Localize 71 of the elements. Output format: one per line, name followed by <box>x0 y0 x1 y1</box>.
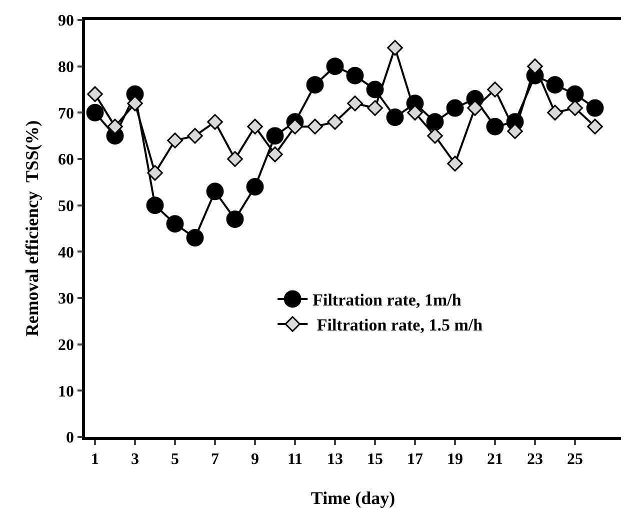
x-tick-label: 19 <box>447 450 463 468</box>
point <box>587 118 603 134</box>
x-tick-label: 1 <box>91 450 99 468</box>
x-tick-label: 17 <box>407 450 423 468</box>
point <box>127 96 143 112</box>
y-tick-label: 20 <box>58 336 74 354</box>
point <box>246 178 264 196</box>
point <box>87 86 103 102</box>
point <box>326 58 344 76</box>
point <box>446 99 464 117</box>
legend-label: Filtration rate, 1m/h <box>312 290 462 310</box>
x-tick-label: 23 <box>527 450 543 468</box>
point <box>567 100 583 116</box>
point <box>346 66 364 84</box>
x-tick-label: 9 <box>251 450 259 468</box>
point <box>426 113 444 131</box>
y-tick-label: 0 <box>66 430 74 447</box>
x-tick-label: 15 <box>367 450 383 468</box>
point <box>266 127 284 145</box>
point <box>187 128 203 144</box>
point <box>207 114 223 130</box>
x-tick-label: 3 <box>131 450 139 468</box>
point <box>186 229 204 247</box>
x-tick-label: 13 <box>327 450 343 468</box>
point <box>166 215 184 233</box>
x-tick-label: 7 <box>211 450 219 468</box>
point <box>547 104 563 121</box>
point <box>566 85 584 103</box>
point <box>327 114 343 130</box>
point <box>447 156 463 172</box>
point <box>147 165 163 181</box>
point <box>586 99 604 117</box>
y-tick-label: 50 <box>58 198 74 215</box>
point <box>86 104 104 122</box>
point <box>227 151 243 167</box>
y-tick-label: 80 <box>58 58 74 76</box>
point <box>387 40 403 56</box>
point <box>546 76 564 94</box>
point <box>386 108 404 126</box>
point <box>507 123 523 140</box>
point <box>486 118 504 136</box>
point <box>287 118 303 134</box>
point <box>107 118 123 134</box>
point <box>206 182 224 200</box>
x-tick-label: 5 <box>171 450 179 468</box>
y-tick-label: 70 <box>58 105 74 122</box>
y-tick-label: 90 <box>58 12 74 30</box>
y-tick-label: 40 <box>58 244 74 262</box>
point <box>527 58 543 74</box>
x-tick-label: 11 <box>287 450 303 468</box>
y-tick-label: 60 <box>58 152 74 169</box>
point <box>306 76 324 94</box>
point <box>247 118 263 134</box>
y-tick-label: 10 <box>58 383 74 400</box>
legend-label: Filtration rate, 1.5 m/h <box>312 316 484 335</box>
y-axis-title: Removal efficiency TSS(%) <box>22 120 42 337</box>
point <box>367 100 383 116</box>
x-tick-label: 25 <box>567 450 583 468</box>
x-tick-label: 21 <box>487 450 503 468</box>
point <box>467 100 483 116</box>
point <box>167 132 183 148</box>
point <box>146 196 164 214</box>
point <box>407 104 423 121</box>
x-axis-title: Time (day) <box>310 488 396 508</box>
point <box>307 118 323 134</box>
y-tick-label: 30 <box>58 290 74 308</box>
point <box>226 210 244 228</box>
point <box>487 82 503 98</box>
point <box>347 96 363 112</box>
point <box>427 128 443 144</box>
point <box>267 146 283 162</box>
